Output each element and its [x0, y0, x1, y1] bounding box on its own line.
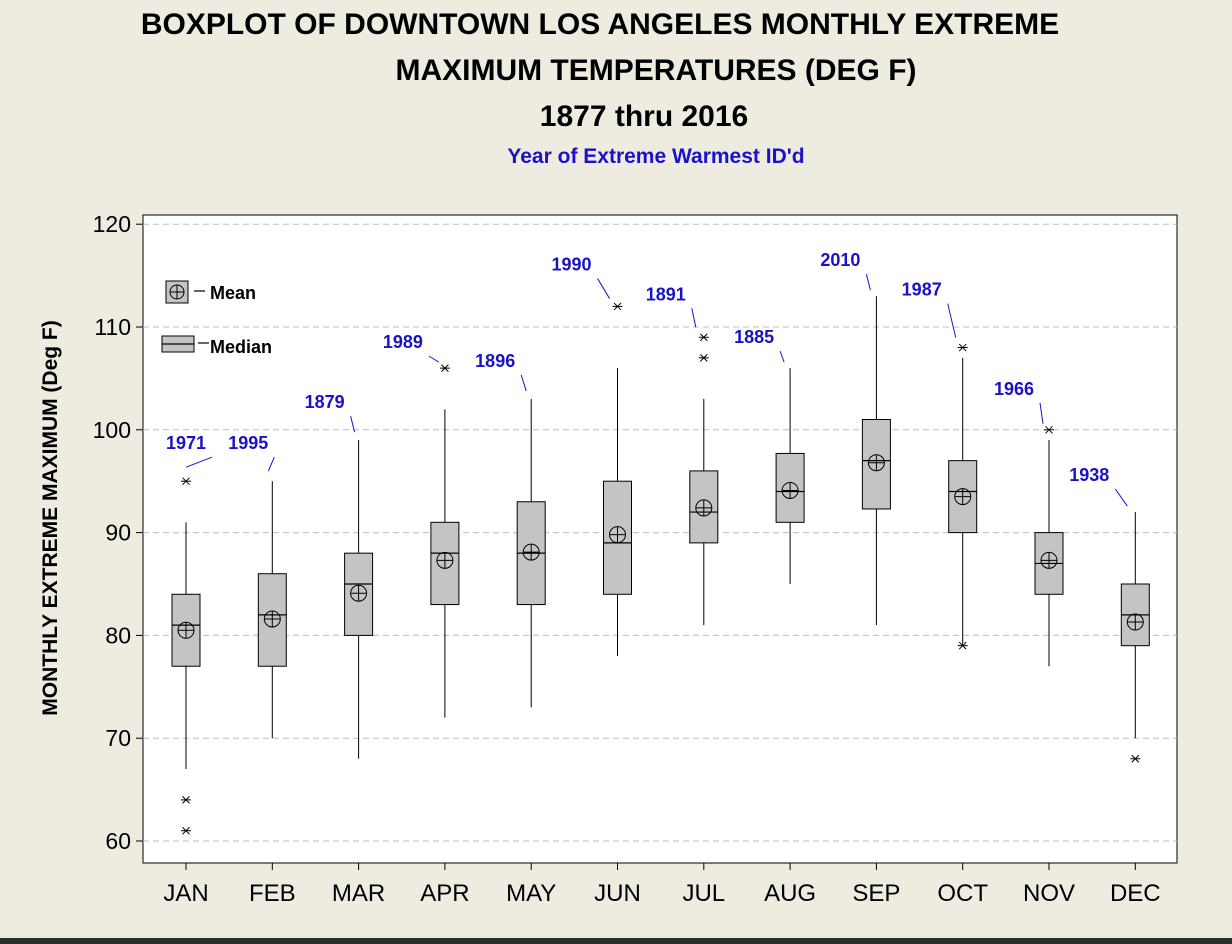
outlier-nov-0	[1044, 425, 1054, 434]
record-year-jul: 1891	[646, 284, 686, 304]
y-tick-label-100: 100	[93, 417, 131, 443]
outlier-stroke-d2	[1045, 425, 1053, 434]
record-year-jan: 1971	[166, 433, 206, 453]
y-tick-label-110: 110	[94, 314, 131, 340]
y-tick-label-80: 80	[105, 622, 131, 648]
boxes-layer	[171, 296, 1150, 835]
chart-title-line2: MAXIMUM TEMPERATURES (DEG F)	[395, 54, 917, 87]
record-year-feb: 1995	[228, 433, 268, 453]
outlier-stroke-d2	[958, 641, 967, 650]
box-jan	[171, 477, 201, 835]
outlier-jan-2	[181, 826, 191, 835]
chart-subtitle: 1877 thru 2016	[539, 100, 749, 133]
x-tick-label-jan: JAN	[163, 880, 208, 907]
box-may	[516, 398, 546, 708]
box-nov	[1034, 425, 1064, 667]
outlier-apr-0	[439, 364, 450, 372]
y-axis-label: MONTHLY EXTREME MAXIMUM (Deg F)	[39, 320, 62, 716]
record-leader-mar	[350, 415, 356, 433]
outlier-stroke-d2	[182, 796, 190, 804]
x-tick-label-apr: APR	[420, 880, 469, 907]
outlier-stroke-d2	[699, 353, 708, 362]
outlier-stroke-d2	[441, 364, 449, 372]
x-tick-label-feb: FEB	[249, 880, 296, 907]
record-leader-dec	[1114, 488, 1128, 507]
outlier-stroke-d2	[182, 826, 190, 835]
outlier-stroke-d2	[182, 477, 190, 486]
legend-mean-label: Mean	[210, 283, 256, 303]
x-tick-label-may: MAY	[506, 880, 556, 907]
outlier-oct-0	[957, 343, 968, 352]
grid-layer	[143, 223, 1177, 842]
y-tick-label-70: 70	[105, 725, 131, 751]
record-year-jun: 1990	[551, 254, 591, 274]
outlier-jan-0	[181, 477, 191, 486]
annotation-note: Year of Extreme Warmest ID'd	[507, 145, 805, 168]
record-leader-oct	[947, 303, 957, 338]
record-leader-jan	[185, 456, 213, 468]
x-tick-label-jun: JUN	[594, 880, 641, 907]
legend-median-label: Median	[210, 337, 272, 357]
legend: Mean Median	[161, 280, 272, 357]
outlier-jun-0	[612, 302, 623, 311]
plot-area	[142, 214, 1178, 864]
record-year-aug: 1885	[734, 327, 774, 347]
y-tick-label-60: 60	[105, 828, 131, 854]
record-year-dec: 1938	[1069, 465, 1109, 485]
record-leader-aug	[779, 350, 785, 363]
outlier-stroke-d2	[613, 302, 622, 311]
chart-title: BOXPLOT OF DOWNTOWN LOS ANGELES MONTHLY …	[140, 8, 1060, 41]
outlier-jul-1	[698, 353, 709, 362]
record-leader-nov	[1039, 402, 1044, 424]
x-axis: JAN FEB MAR APR MAY JUN JUL AUG SEP OCT NOV DEC	[163, 863, 1161, 907]
box-sep	[861, 296, 891, 626]
x-tick-label-mar: MAR	[332, 880, 385, 907]
record-leader-feb	[267, 457, 275, 472]
record-leader-sep	[865, 274, 871, 291]
outlier-oct-1	[957, 641, 968, 650]
record-leader-jul	[691, 308, 697, 328]
record-year-may: 1896	[475, 351, 515, 371]
record-leader-jun	[597, 278, 610, 299]
x-tick-label-sep: SEP	[852, 880, 900, 907]
record-year-sep: 2010	[820, 250, 860, 270]
x-tick-label-jul: JUL	[682, 880, 725, 907]
outlier-stroke-d2	[1131, 754, 1140, 763]
box-jul	[689, 333, 719, 626]
x-tick-label-dec: DEC	[1110, 880, 1161, 907]
y-tick-label-90: 90	[105, 520, 131, 546]
outlier-stroke-d2	[699, 333, 708, 342]
y-axis: 60 70 80 90 100 110 120	[93, 211, 143, 854]
box-jun	[603, 302, 632, 656]
box-oct	[948, 343, 978, 650]
x-tick-label-aug: AUG	[764, 880, 816, 907]
record-leader-apr	[428, 355, 440, 363]
x-tick-label-nov: NOV	[1023, 880, 1075, 907]
x-tick-label-oct: OCT	[937, 880, 988, 907]
box-dec	[1120, 512, 1150, 763]
box-mar	[344, 440, 374, 759]
outlier-dec-0	[1130, 754, 1141, 763]
outlier-jul-0	[698, 333, 709, 342]
bottom-border	[0, 938, 1232, 944]
record-year-oct: 1987	[902, 280, 942, 300]
box-feb	[257, 481, 287, 739]
outlier-jan-1	[181, 796, 191, 804]
box-aug	[775, 368, 805, 584]
record-year-apr: 1989	[383, 332, 423, 352]
record-leader-may	[520, 374, 527, 392]
record-year-mar: 1879	[305, 392, 345, 412]
box-apr	[430, 364, 460, 718]
y-tick-label-120: 120	[93, 211, 131, 237]
annotations-layer: 1971 1995 1879 1989 1896 1990 1891 1885 2010 1987…	[166, 250, 1128, 507]
outlier-stroke-d2	[958, 343, 967, 352]
record-year-nov: 1966	[994, 379, 1034, 399]
